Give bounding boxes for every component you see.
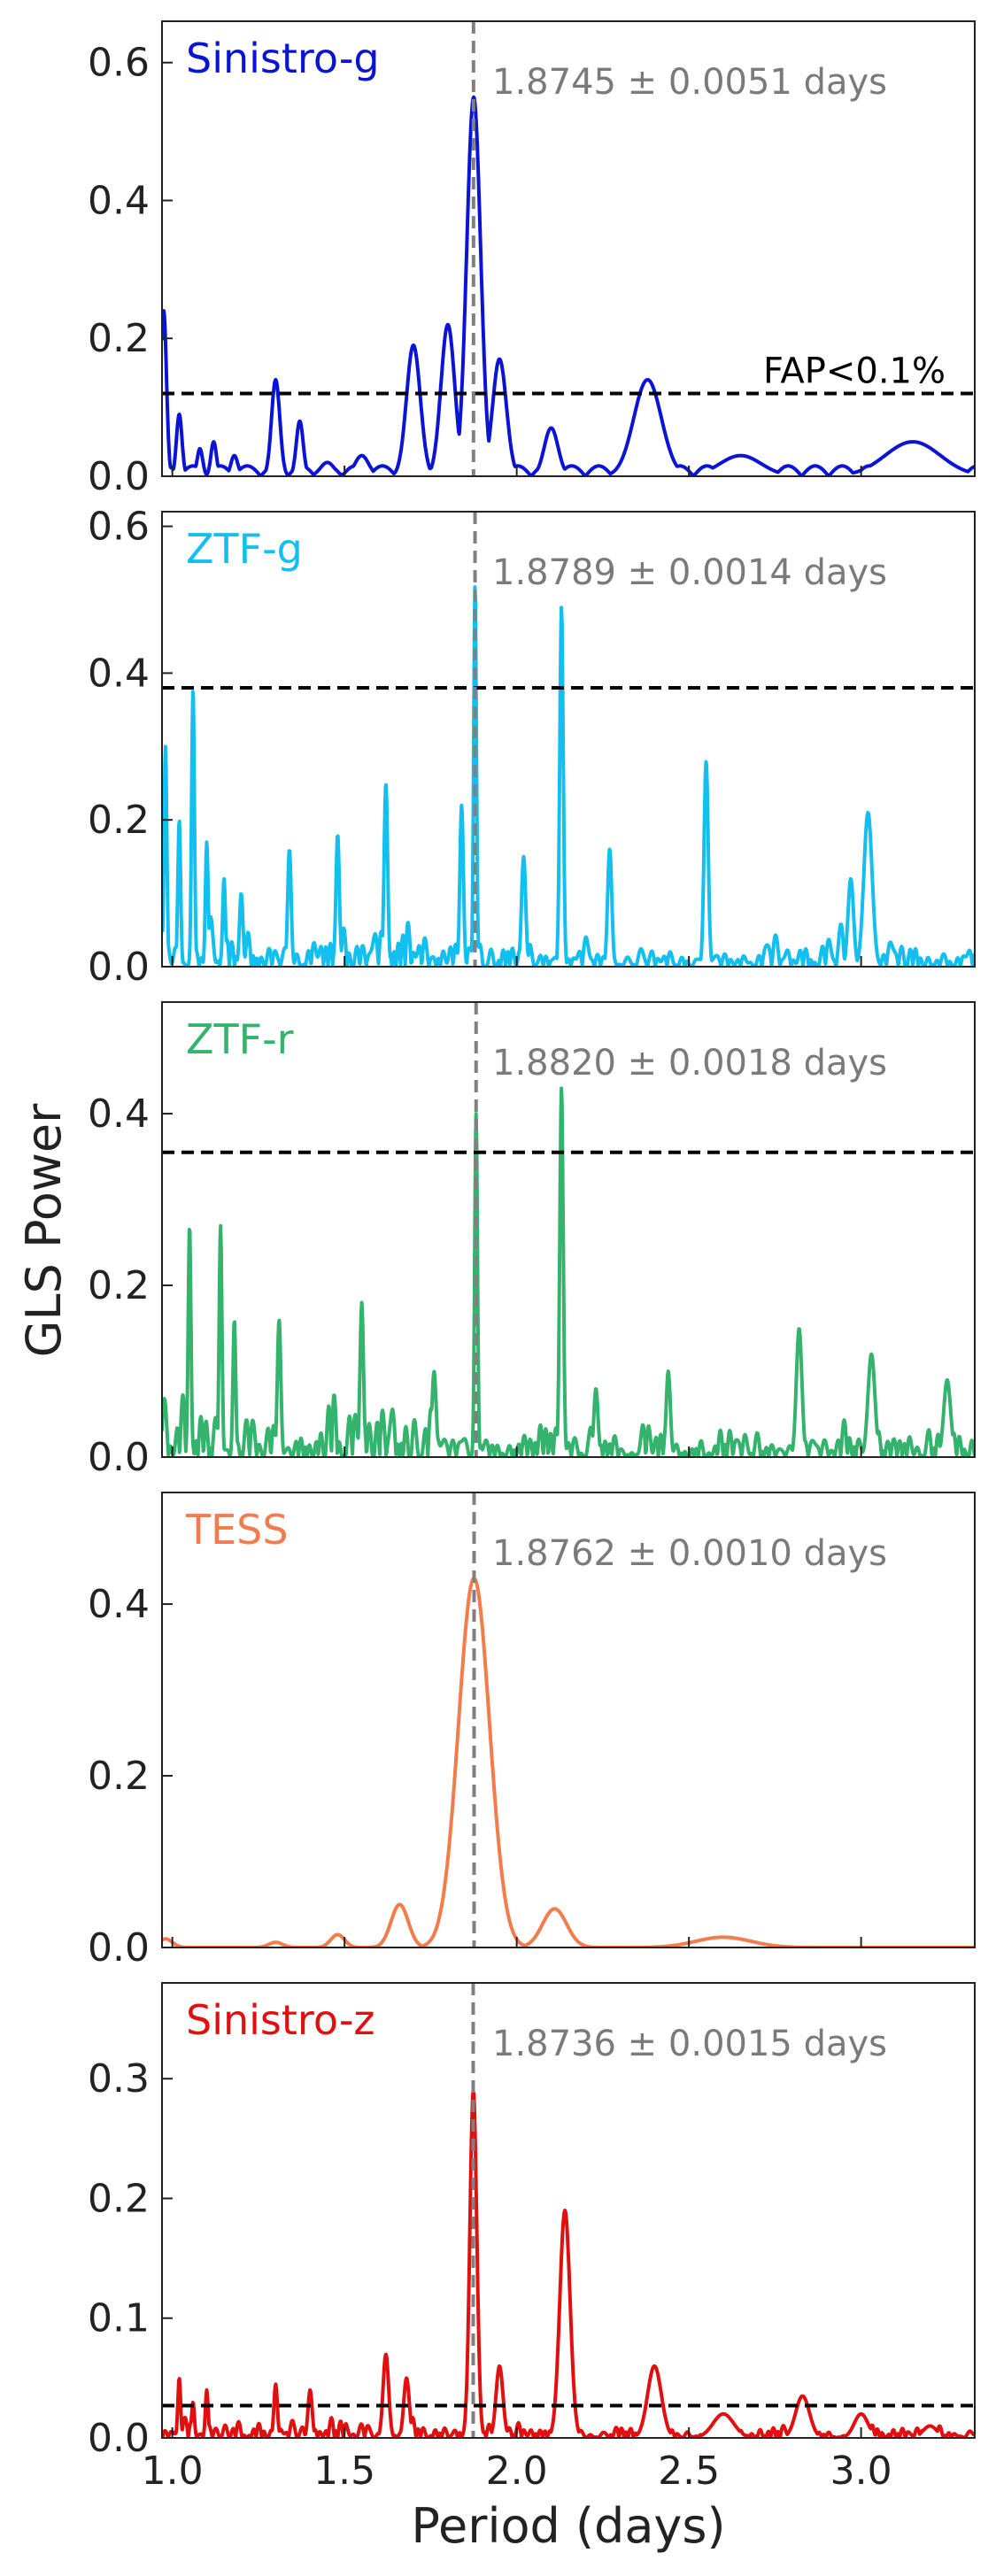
y-tick-label: 0.4	[88, 651, 150, 696]
period-annotation: 1.8789 ± 0.0014 days	[492, 552, 887, 593]
panel-name: TESS	[185, 1506, 289, 1554]
y-tick-label: 0.0	[88, 454, 150, 499]
y-tick-label: 0.0	[88, 2416, 150, 2461]
y-tick-label: 0.4	[88, 1582, 150, 1627]
y-tick-label: 0.4	[88, 1091, 150, 1137]
y-tick-label: 0.1	[88, 2296, 150, 2341]
y-tick-label: 0.0	[88, 1435, 150, 1480]
series-line-ztf-r	[162, 1086, 975, 1457]
panel-name: Sinistro-z	[186, 1996, 375, 2044]
panel-frame	[161, 511, 976, 968]
series-line-sinistro-g	[162, 95, 975, 476]
period-annotation: 1.8820 ± 0.0018 days	[492, 1043, 887, 1084]
y-tick-label: 0.2	[88, 798, 150, 843]
panel-name: ZTF-g	[186, 525, 303, 573]
panel-name: Sinistro-g	[186, 35, 380, 82]
y-axis-label: GLS Power	[16, 1103, 72, 1357]
period-annotation: 1.8745 ± 0.0051 days	[492, 62, 887, 103]
x-tick-label: 1.5	[313, 2449, 375, 2494]
period-annotation: 1.8762 ± 0.0010 days	[492, 1533, 887, 1574]
y-tick-label: 0.6	[88, 505, 150, 550]
y-tick-label: 0.2	[88, 2176, 150, 2221]
x-tick-label: 3.0	[830, 2449, 892, 2494]
y-tick-label: 0.4	[88, 178, 150, 223]
y-tick-label: 0.2	[88, 1263, 150, 1308]
panel-frame	[161, 1982, 976, 2439]
y-tick-label: 0.0	[88, 945, 150, 990]
y-tick-label: 0.2	[88, 1754, 150, 1799]
series-line-sinistro-z	[162, 2089, 975, 2438]
panel-frame	[161, 20, 976, 477]
panel-frame	[161, 1492, 976, 1948]
series-line-tess	[162, 1577, 975, 1947]
y-tick-label: 0.2	[88, 316, 150, 361]
x-tick-label: 2.5	[658, 2449, 720, 2494]
fap-label: FAP<0.1%	[763, 351, 946, 392]
y-tick-label: 0.3	[88, 2056, 150, 2102]
y-tick-label: 0.0	[88, 1925, 150, 1971]
x-axis-label: Period (days)	[411, 2498, 725, 2554]
x-tick-label: 1.0	[142, 2449, 204, 2494]
series-line-ztf-g	[162, 585, 975, 967]
period-annotation: 1.8736 ± 0.0015 days	[492, 2024, 887, 2064]
panel-frame	[161, 1001, 976, 1458]
panel-name: ZTF-r	[186, 1015, 294, 1063]
y-tick-label: 0.6	[88, 41, 150, 86]
x-tick-label: 2.0	[486, 2449, 548, 2494]
